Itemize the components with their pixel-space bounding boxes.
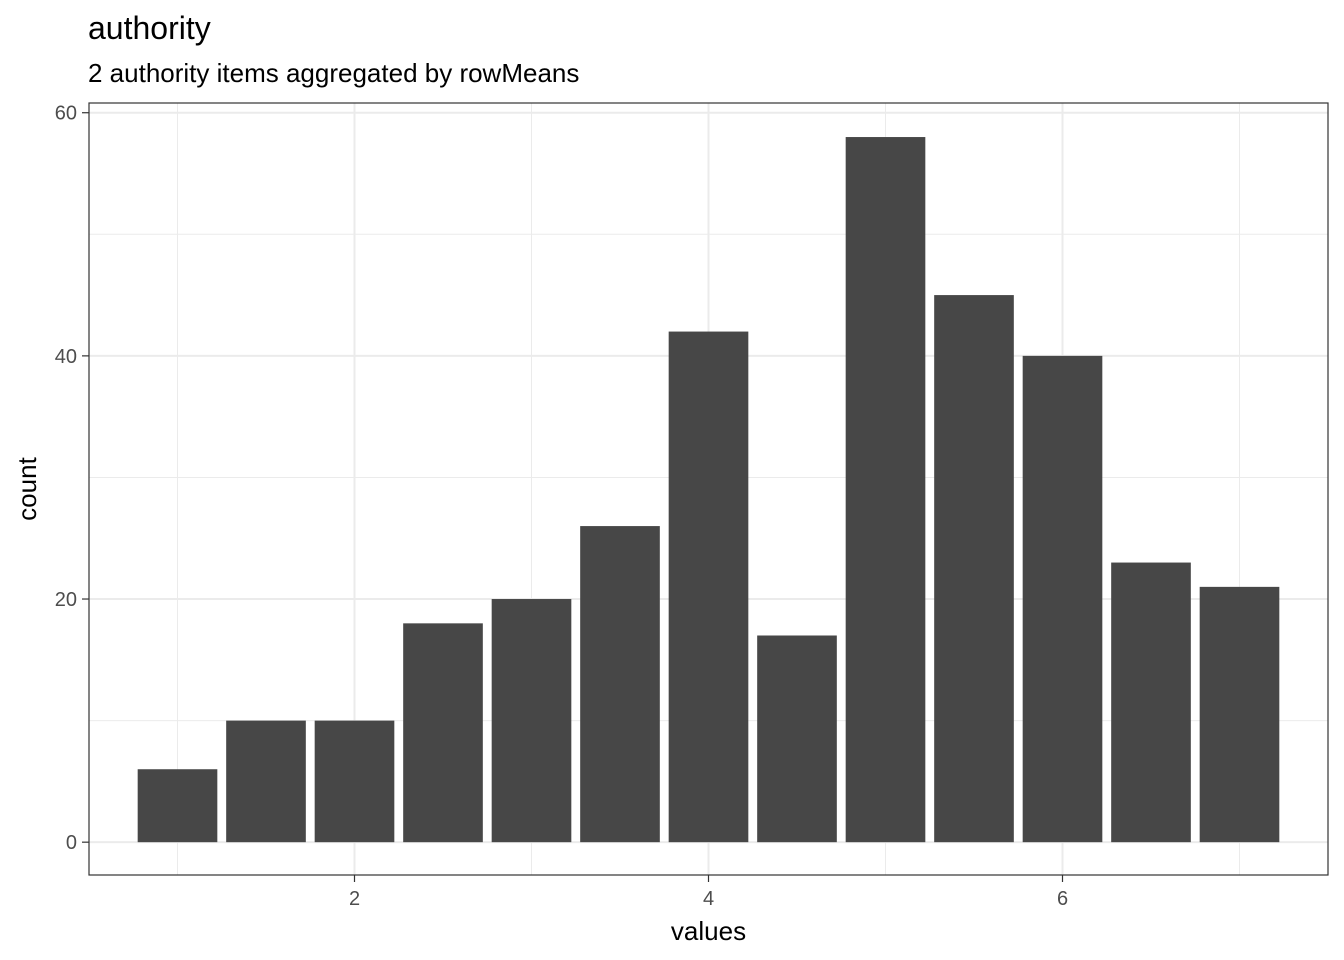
histogram-bar — [934, 295, 1014, 843]
x-tick-label: 4 — [703, 888, 714, 910]
chart-subtitle: 2 authority items aggregated by rowMeans — [88, 58, 580, 88]
y-tick-label: 40 — [55, 346, 77, 368]
histogram-bar — [137, 769, 218, 843]
histogram-bar — [757, 635, 837, 843]
histogram-bar — [491, 599, 572, 843]
y-tick-label: 0 — [66, 832, 77, 854]
bars — [137, 137, 1280, 843]
histogram-bar — [1111, 562, 1191, 843]
x-axis-title: values — [671, 916, 746, 946]
histogram-bar — [1022, 355, 1103, 843]
histogram-bar — [226, 720, 306, 843]
y-axis-title: count — [12, 456, 42, 520]
histogram-bar — [314, 720, 395, 843]
histogram-bar — [668, 331, 749, 843]
histogram-bar — [845, 137, 926, 843]
chart-title: authority — [88, 10, 211, 46]
y-tick-label: 60 — [55, 103, 77, 125]
y-tick-label: 20 — [55, 589, 77, 611]
histogram-bar — [580, 526, 660, 843]
x-tick-label: 6 — [1057, 888, 1068, 910]
histogram-bar — [403, 623, 483, 843]
x-tick-label: 2 — [349, 888, 360, 910]
histogram-bar — [1199, 586, 1280, 843]
